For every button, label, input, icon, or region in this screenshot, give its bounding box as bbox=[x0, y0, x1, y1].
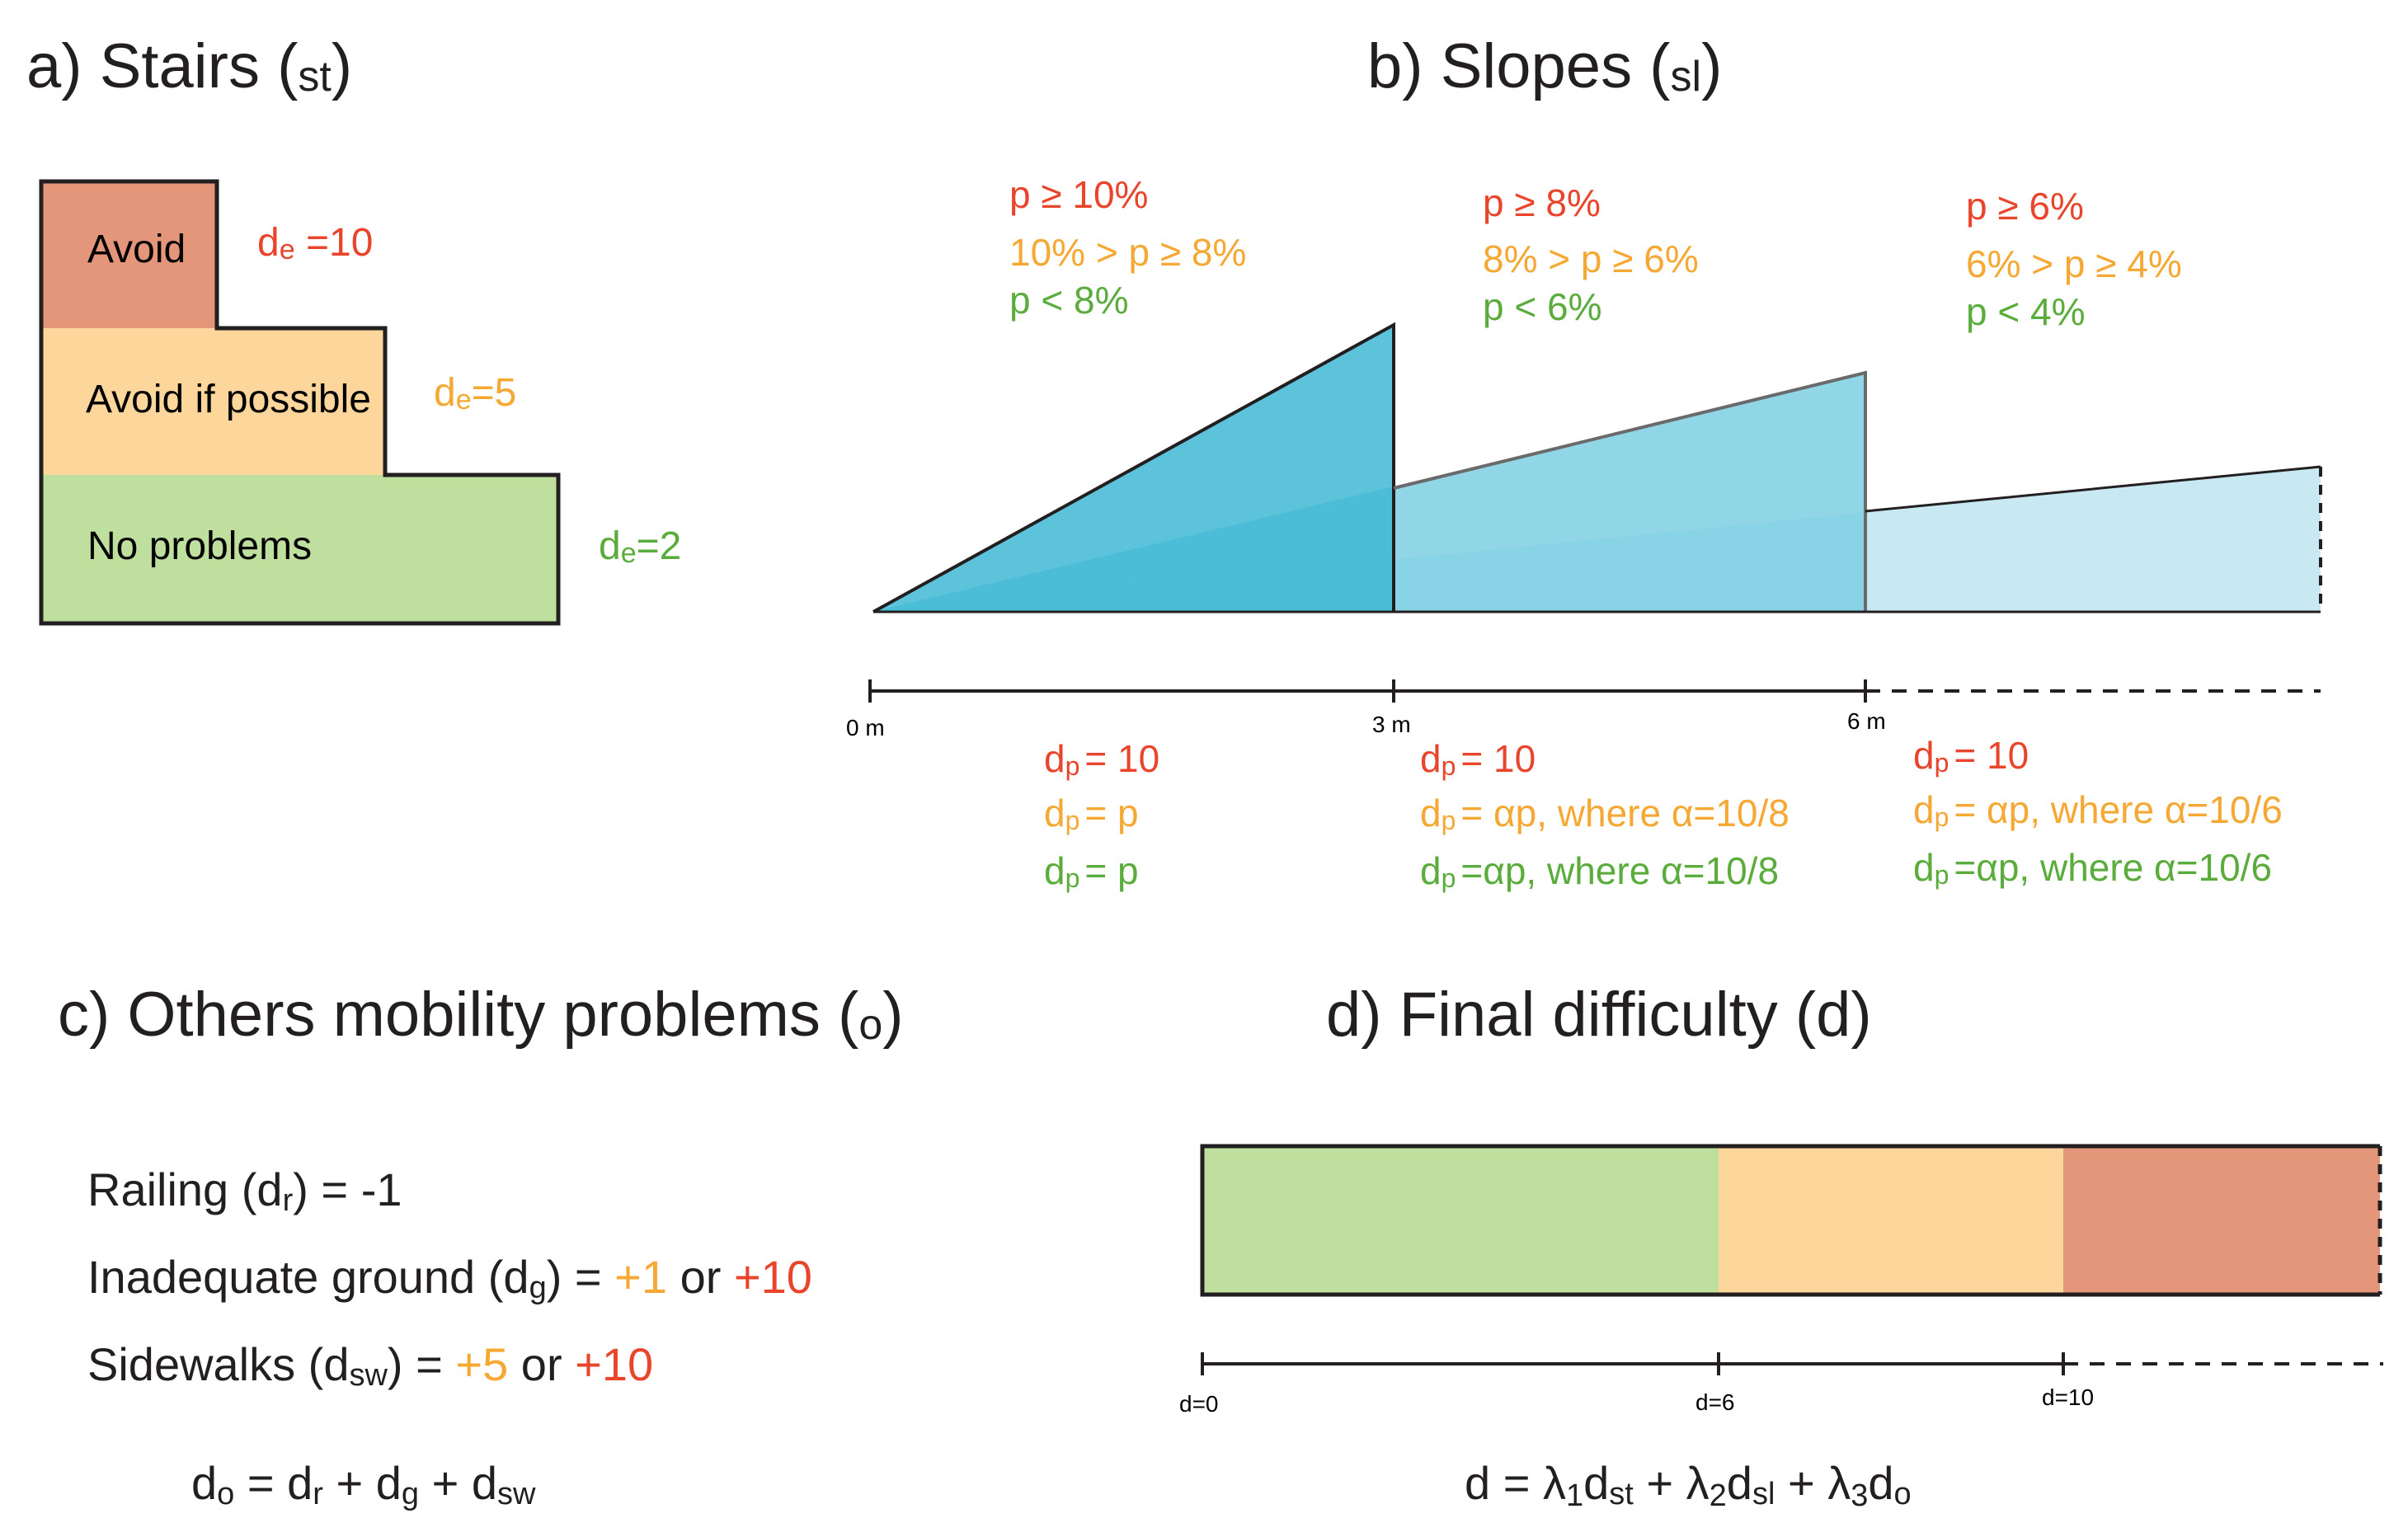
panel-b-slopes: b) Slopes (sl) 0 m 3 m 6 m p ≥ 10% 10% >… bbox=[846, 31, 2322, 893]
slope-outline-1 bbox=[872, 322, 1395, 613]
stairs-difficulty-no-problems: de=2 bbox=[599, 524, 681, 569]
difficulty-band-red bbox=[2063, 1146, 2380, 1295]
seg2-d-green: dp =αp, where α=10/8 bbox=[1420, 849, 1779, 893]
seg2-d-orange: dp = αp, where α=10/8 bbox=[1420, 792, 1790, 835]
panel-c-other-problems: c) Others mobility problems (o) Railing … bbox=[58, 980, 904, 1511]
stairs-avoid-box bbox=[41, 181, 217, 328]
seg2-cond-red: p ≥ 8% bbox=[1483, 181, 1601, 224]
stairs-outline bbox=[39, 179, 561, 626]
seg2-d-red: dp = 10 bbox=[1420, 737, 1536, 781]
difficulty-bar-outline bbox=[1200, 1144, 2380, 1297]
difficulty-band-orange bbox=[1719, 1146, 2063, 1295]
seg3-cond-green: p < 4% bbox=[1966, 290, 2086, 333]
ground-line: Inadequate ground (dg) = +1 or +10 bbox=[87, 1251, 812, 1305]
panel-a-stairs: a) Stairs (st) Avoid Avoid if possible N… bbox=[26, 31, 681, 626]
panel-a-title: a) Stairs (st) bbox=[26, 31, 352, 101]
tick-label-d6: d=6 bbox=[1695, 1389, 1735, 1415]
difficulty-band-green bbox=[1202, 1146, 1719, 1295]
seg1-d-green: dp = p bbox=[1044, 849, 1139, 893]
seg1-d-red: dp = 10 bbox=[1044, 737, 1159, 781]
railing-line: Railing (dr) = -1 bbox=[87, 1163, 402, 1218]
stairs-difficulty-avoid-if-possible: de=5 bbox=[434, 371, 516, 416]
sidewalks-line: Sidewalks (dsw) = +5 or +10 bbox=[87, 1338, 653, 1393]
seg1-cond-green: p < 8% bbox=[1009, 279, 1129, 322]
seg3-d-orange: dp = αp, where α=10/6 bbox=[1913, 788, 2283, 832]
tick-label-0m: 0 m bbox=[846, 715, 885, 740]
final-formula: d = λ1dst + λ2dsl + λ3do bbox=[1465, 1457, 1912, 1513]
seg1-d-orange: dp = p bbox=[1044, 792, 1139, 835]
stairs-difficulty-avoid: de =10 bbox=[257, 221, 373, 266]
panel-d-final-difficulty: d) Final difficulty (d) d=0 d=6 d=10 d =… bbox=[1179, 980, 2383, 1513]
slope-outline-3 bbox=[1865, 465, 2321, 513]
seg3-cond-red: p ≥ 6% bbox=[1966, 185, 2084, 228]
stairs-level-label-avoid: Avoid bbox=[87, 228, 186, 271]
seg3-d-red: dp = 10 bbox=[1913, 734, 2029, 778]
seg2-cond-orange: 8% > p ≥ 6% bbox=[1483, 237, 1699, 280]
tick-label-d10: d=10 bbox=[2042, 1384, 2094, 1410]
seg2-cond-green: p < 6% bbox=[1483, 285, 1602, 328]
stairs-avoid-if-possible-box bbox=[41, 328, 385, 475]
others-formula: do = dr + dg + dsw bbox=[191, 1457, 536, 1511]
panel-d-title: d) Final difficulty (d) bbox=[1326, 980, 1872, 1050]
panel-c-title: c) Others mobility problems (o) bbox=[58, 980, 904, 1050]
tick-label-6m: 6 m bbox=[1847, 708, 1886, 734]
seg3-d-green: dp =αp, where α=10/6 bbox=[1913, 846, 2272, 890]
seg1-cond-red: p ≥ 10% bbox=[1009, 173, 1148, 216]
slope-outline-2 bbox=[1393, 370, 1867, 612]
seg3-cond-orange: 6% > p ≥ 4% bbox=[1966, 242, 2182, 285]
tick-label-d0: d=0 bbox=[1179, 1391, 1219, 1417]
stairs-no-problems-box bbox=[41, 475, 558, 623]
stairs-level-label-no-problems: No problems bbox=[87, 524, 312, 568]
tick-label-3m: 3 m bbox=[1372, 712, 1411, 737]
panel-b-title: b) Slopes (sl) bbox=[1367, 31, 1722, 101]
stairs-level-label-avoid-if-possible: Avoid if possible bbox=[86, 378, 371, 421]
seg1-cond-orange: 10% > p ≥ 8% bbox=[1009, 231, 1246, 274]
